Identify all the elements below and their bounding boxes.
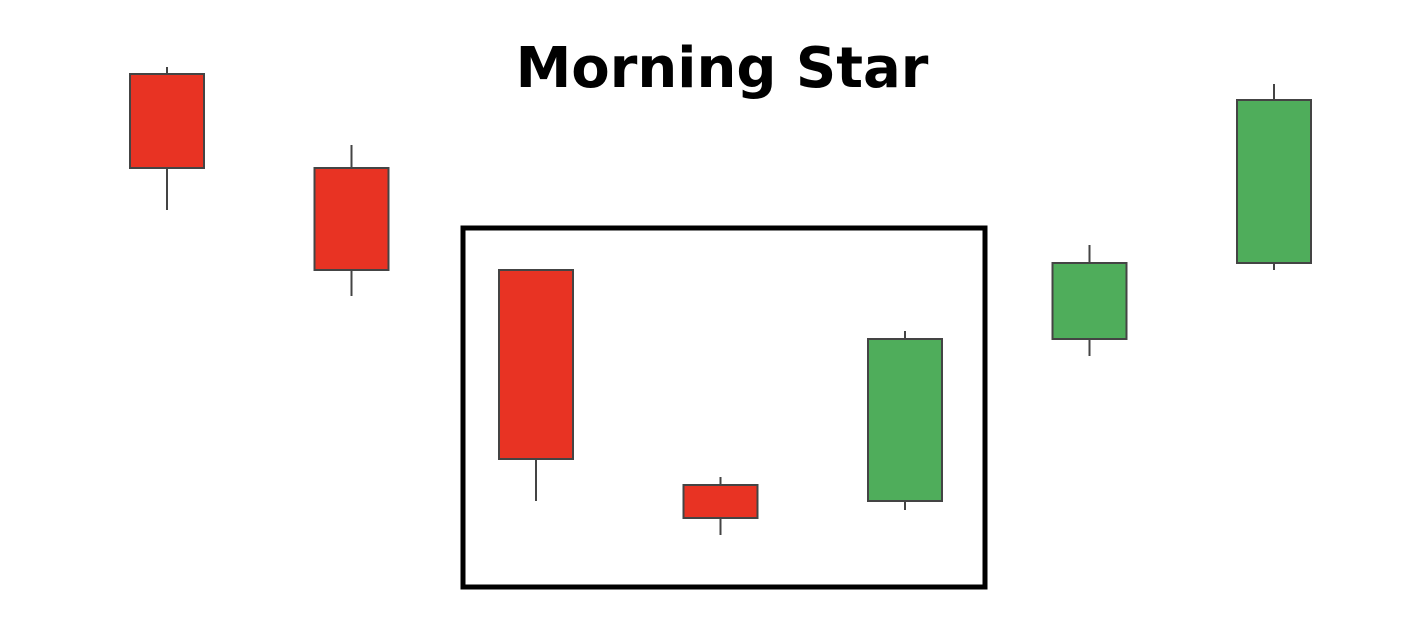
candle-body bbox=[498, 269, 574, 460]
candle-body bbox=[1236, 99, 1312, 264]
pattern-highlight-box bbox=[460, 225, 988, 590]
candle-body bbox=[682, 484, 759, 519]
candle-body bbox=[313, 167, 390, 271]
candle-body bbox=[1051, 262, 1128, 340]
candle-body bbox=[129, 73, 205, 169]
candle-body bbox=[867, 338, 943, 502]
chart-title: Morning Star bbox=[516, 36, 929, 101]
